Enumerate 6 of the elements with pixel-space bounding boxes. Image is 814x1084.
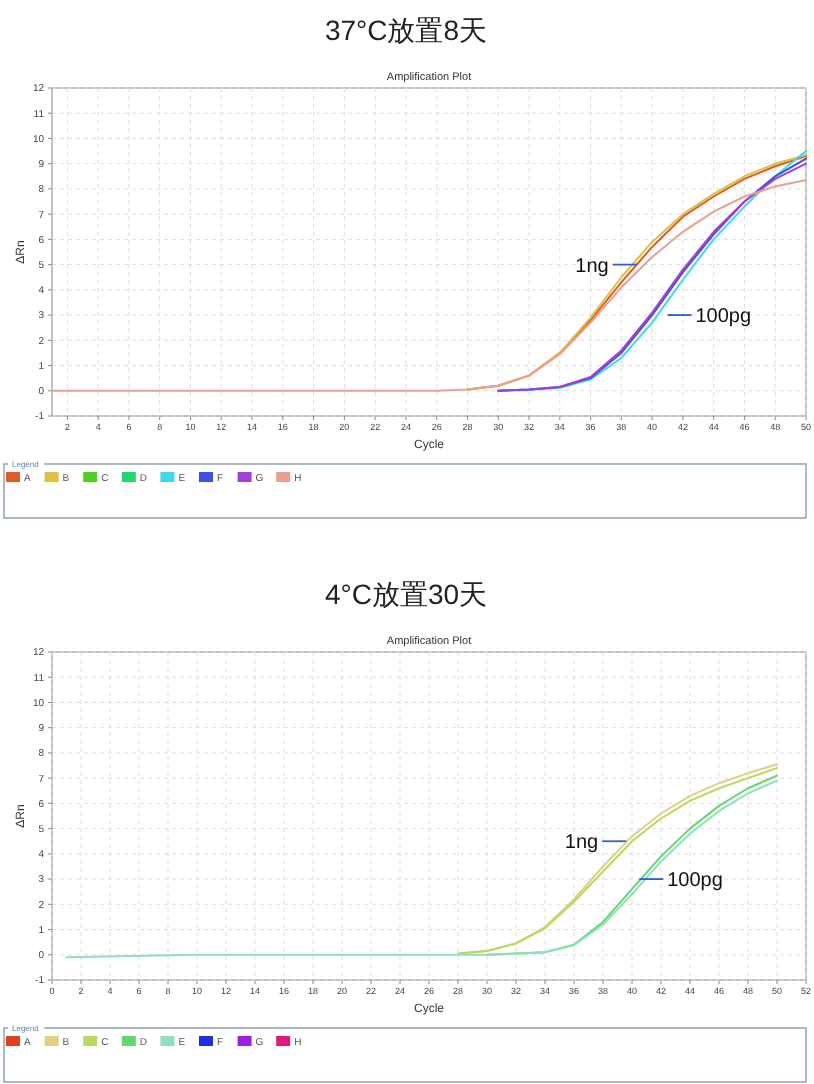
annotation: 100pg — [667, 870, 723, 893]
annotation: 100pg — [695, 306, 752, 329]
annotation: 1ng — [564, 832, 599, 855]
chart-title: 37°C放置8天 — [324, 14, 488, 46]
annotation: 1ng — [575, 255, 609, 278]
chart-title: 4°C放置30天 — [324, 578, 488, 610]
